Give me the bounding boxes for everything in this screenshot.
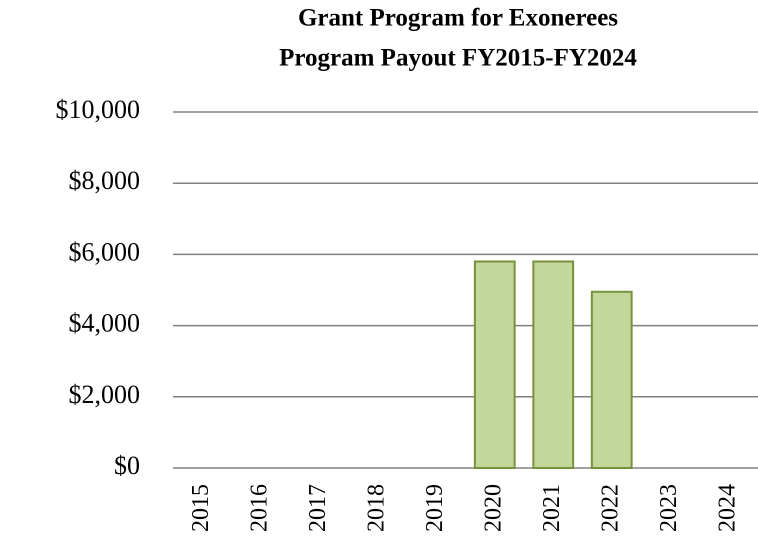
x-tick-label: 2018 <box>363 484 389 532</box>
x-tick-label: 2024 <box>714 484 740 532</box>
x-tick-label: 2015 <box>188 484 214 532</box>
y-tick-label: $10,000 <box>56 95 141 124</box>
y-tick-label: $0 <box>114 451 140 480</box>
bar <box>532 260 575 469</box>
x-tick-label: 2020 <box>480 484 506 532</box>
x-tick-label: 2023 <box>656 484 682 532</box>
x-tick-label: 2017 <box>305 484 331 532</box>
y-tick-label: $6,000 <box>69 237 141 266</box>
x-tick-label: 2022 <box>597 484 623 532</box>
x-tick-label: 2019 <box>422 484 448 532</box>
bar <box>590 290 633 469</box>
bar <box>473 260 516 469</box>
x-tick-label: 2021 <box>539 484 565 532</box>
chart-subtitle: Program Payout FY2015-FY2024 <box>279 45 637 72</box>
chart-title: Grant Program for Exonerees <box>298 5 618 32</box>
y-tick-label: $8,000 <box>69 166 141 195</box>
y-tick-label: $4,000 <box>69 309 141 338</box>
x-tick-label: 2016 <box>246 484 272 532</box>
y-tick-label: $2,000 <box>69 380 141 409</box>
